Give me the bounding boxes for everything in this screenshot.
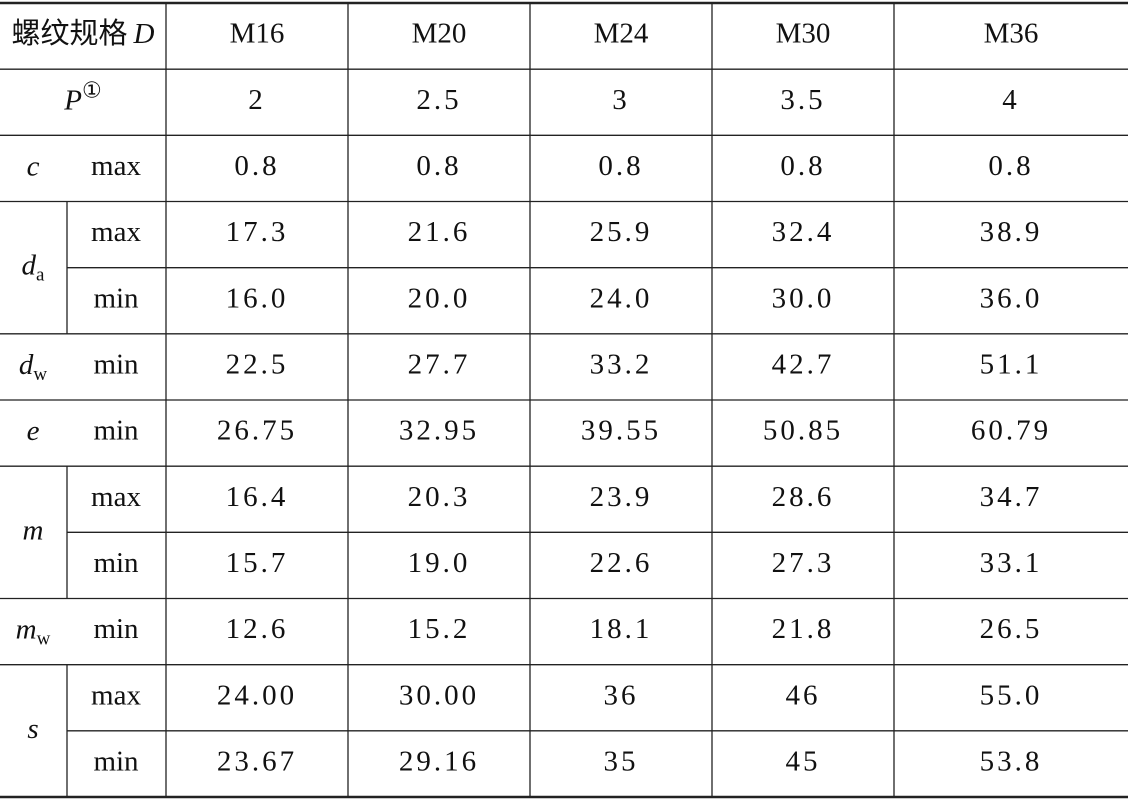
cell: 24.00 (217, 679, 297, 711)
grade: min (93, 547, 139, 579)
cell: 51.1 (980, 349, 1043, 381)
label-text: 螺纹规格 (12, 17, 128, 50)
cell: 36 (604, 679, 639, 711)
symbol: m (16, 613, 37, 645)
cell: 46 (786, 679, 821, 711)
header-label: 螺纹规格 D (12, 17, 155, 50)
symbol-subscript: w (33, 364, 47, 385)
label-symbol: D (133, 18, 155, 50)
cell: 45 (786, 746, 821, 778)
cell: 27.3 (772, 547, 835, 579)
cell: 25.9 (590, 216, 653, 248)
cell: 3.5 (780, 84, 825, 116)
cell: 15.7 (226, 547, 289, 579)
cell: 39.55 (581, 415, 661, 447)
cell: 33.2 (590, 349, 653, 381)
cell: 33.1 (980, 547, 1043, 579)
cell: 23.67 (217, 746, 297, 778)
symbol: c (27, 150, 40, 182)
cell: 60.79 (971, 415, 1051, 447)
cell: 53.8 (980, 746, 1043, 778)
symbol-subscript: a (36, 265, 45, 286)
grade: max (91, 216, 141, 248)
cell: 4 (1002, 84, 1020, 116)
cell: 36.0 (980, 282, 1043, 314)
cell: 16.0 (226, 282, 289, 314)
column-header: M36 (984, 18, 1039, 50)
cell: 19.0 (408, 547, 471, 579)
cell: 18.1 (590, 613, 653, 645)
cell: 22.5 (226, 349, 289, 381)
pitch-symbol: P (63, 84, 82, 116)
grade: min (93, 746, 139, 778)
grade: max (91, 150, 141, 182)
symbol-subscript: w (37, 629, 51, 650)
cell: 30.0 (772, 282, 835, 314)
symbol: d (19, 349, 34, 381)
cell: 38.9 (980, 216, 1043, 248)
cell: 20.0 (408, 282, 471, 314)
row-symbol: mw (16, 613, 51, 650)
cell: 0.8 (234, 150, 279, 182)
cell: 35 (604, 746, 639, 778)
grade: max (91, 481, 141, 513)
cell: 34.7 (980, 481, 1043, 513)
column-header: M16 (230, 18, 285, 50)
grade: min (93, 613, 139, 645)
column-header: M30 (776, 18, 831, 50)
cell: 17.3 (226, 216, 289, 248)
row-symbol: dw (19, 349, 48, 386)
symbol: m (23, 514, 44, 546)
cell: 55.0 (980, 679, 1043, 711)
cell: 20.3 (408, 481, 471, 513)
cell: 0.8 (780, 150, 825, 182)
row-symbol: e (27, 415, 40, 447)
cell: 27.7 (408, 349, 471, 381)
cell: 16.4 (226, 481, 289, 513)
cell: 23.9 (590, 481, 653, 513)
cell: 0.8 (598, 150, 643, 182)
symbol: e (27, 415, 40, 447)
symbol: s (27, 712, 38, 744)
row-symbol: c (27, 150, 40, 182)
cell: 28.6 (772, 481, 835, 513)
cell: 29.16 (399, 746, 479, 778)
grade: min (93, 349, 139, 381)
cell: 2 (248, 84, 266, 116)
symbol: d (22, 249, 37, 281)
cell: 12.6 (226, 613, 289, 645)
cell: 22.6 (590, 547, 653, 579)
cell: 2.5 (416, 84, 461, 116)
cell: 50.85 (763, 415, 843, 447)
cell: 30.00 (399, 679, 479, 711)
row-symbol: m (23, 514, 44, 546)
cell: 15.2 (408, 613, 471, 645)
grade: min (93, 415, 139, 447)
cell: 32.4 (772, 216, 835, 248)
cell: 42.7 (772, 349, 835, 381)
cell: 26.75 (217, 415, 297, 447)
pitch-mark: ① (82, 77, 102, 102)
cell: 24.0 (590, 282, 653, 314)
cell: 0.8 (416, 150, 461, 182)
cell: 21.8 (772, 613, 835, 645)
cell: 32.95 (399, 415, 479, 447)
column-header: M20 (412, 18, 467, 50)
cell: 26.5 (980, 613, 1043, 645)
cell: 3 (612, 84, 630, 116)
cell: 21.6 (408, 216, 471, 248)
grade: min (93, 282, 139, 314)
cell: 0.8 (988, 150, 1033, 182)
row-symbol: s (27, 712, 38, 744)
pitch-label: P① (63, 77, 101, 116)
grade: max (91, 679, 141, 711)
column-header: M24 (594, 18, 649, 50)
row-symbol: da (22, 249, 46, 286)
